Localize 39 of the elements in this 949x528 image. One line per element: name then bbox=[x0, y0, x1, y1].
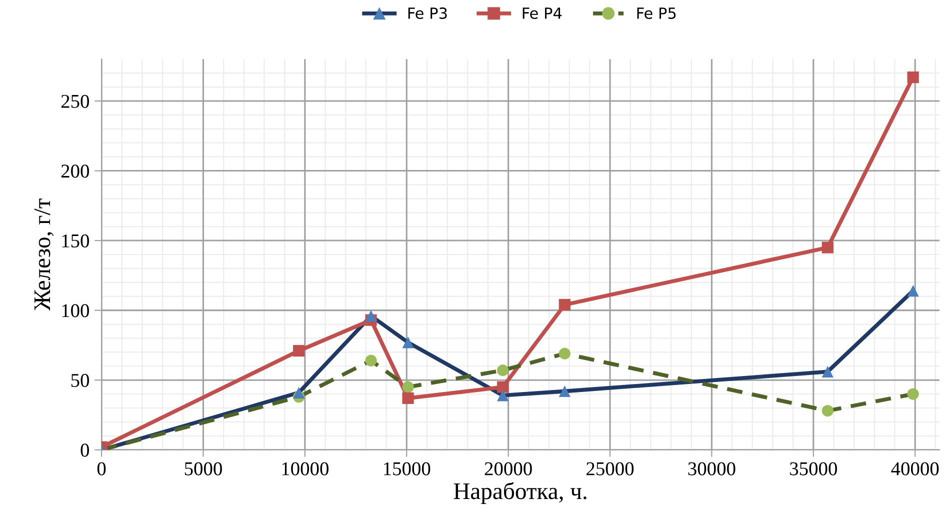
point bbox=[907, 71, 919, 84]
point bbox=[365, 354, 377, 366]
point bbox=[558, 348, 570, 360]
x-tick-label: 30000 bbox=[688, 462, 736, 476]
y-tick-label: 0 bbox=[80, 444, 89, 457]
x-tick-label: 5000 bbox=[184, 462, 222, 476]
point bbox=[558, 298, 570, 311]
point bbox=[558, 385, 570, 398]
point bbox=[402, 336, 414, 348]
y-tick-label: 50 bbox=[71, 374, 89, 388]
point bbox=[497, 364, 509, 376]
y-tick-label: 250 bbox=[61, 94, 89, 108]
y-tick-label: 150 bbox=[62, 234, 89, 248]
point bbox=[497, 381, 509, 393]
x-tick-label: 25000 bbox=[586, 462, 634, 476]
point bbox=[365, 310, 377, 322]
point bbox=[822, 242, 834, 254]
legend-label: Fe P4 bbox=[522, 8, 562, 19]
point bbox=[402, 392, 414, 404]
point bbox=[907, 388, 919, 400]
point bbox=[822, 366, 834, 378]
x-tick-label: 40000 bbox=[891, 462, 939, 476]
legend-label: Fe P3 bbox=[408, 7, 447, 19]
y-tick-label: 100 bbox=[62, 304, 89, 318]
x-tick-label: 15000 bbox=[384, 462, 430, 476]
x-tick-label: 10000 bbox=[282, 462, 328, 476]
point bbox=[293, 344, 305, 357]
legend-label: Fe P5 bbox=[637, 8, 676, 19]
x-tick-label: 0 bbox=[97, 462, 106, 476]
x-tick-label: 20000 bbox=[484, 462, 532, 476]
y-tick-label: 200 bbox=[61, 164, 89, 178]
point bbox=[402, 381, 414, 393]
x-tick-label: 35000 bbox=[790, 462, 837, 476]
point bbox=[822, 404, 834, 417]
y-axis-title: Железо, г/т bbox=[34, 198, 54, 311]
point bbox=[293, 386, 305, 398]
point bbox=[497, 390, 509, 402]
point bbox=[907, 284, 919, 297]
x-axis-title: Наработка, ч. bbox=[454, 482, 586, 504]
